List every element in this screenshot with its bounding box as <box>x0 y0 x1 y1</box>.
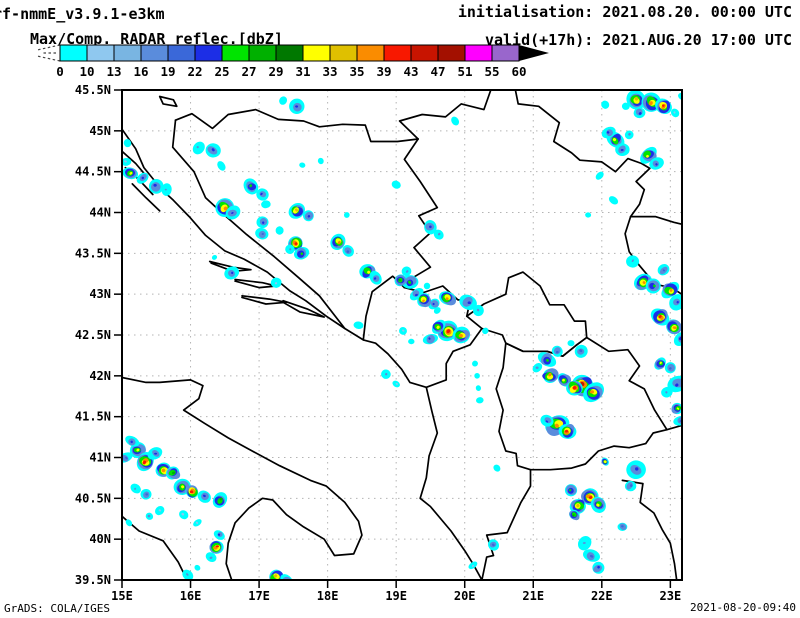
svg-text:43N: 43N <box>89 287 111 301</box>
axis-ticks-and-labels: 45.5N 45N 44.5N 44N 43.5N 43N 42.5N 42N 41.5N 41N… <box>75 83 681 603</box>
svg-text:25: 25 <box>214 64 229 79</box>
svg-text:44N: 44N <box>89 206 111 220</box>
svg-text:35: 35 <box>349 64 364 79</box>
svg-text:41.5N: 41.5N <box>75 410 111 424</box>
svg-text:42.5N: 42.5N <box>75 328 111 342</box>
colorbar: 0 10 13 16 19 22 25 27 29 31 33 35 39 43 47 51 55 60 <box>36 44 549 79</box>
svg-text:60: 60 <box>511 64 526 79</box>
svg-text:39.5N: 39.5N <box>75 573 111 587</box>
svg-text:15E: 15E <box>111 589 133 603</box>
svg-text:42N: 42N <box>89 369 111 383</box>
product-title: Max/Comp. RADAR reflec.[dbZ] <box>30 30 283 48</box>
svg-text:22E: 22E <box>591 589 613 603</box>
svg-text:45N: 45N <box>89 124 111 138</box>
svg-text:43: 43 <box>403 64 418 79</box>
svg-text:13: 13 <box>106 64 121 79</box>
svg-text:31: 31 <box>295 64 310 79</box>
valid-time-label: valid(+17h): 2021.AUG.20 17:00 UTC <box>485 31 792 49</box>
svg-text:27: 27 <box>241 64 256 79</box>
svg-text:22: 22 <box>187 64 202 79</box>
svg-text:10: 10 <box>79 64 94 79</box>
svg-text:41N: 41N <box>89 451 111 465</box>
svg-text:16E: 16E <box>180 589 202 603</box>
svg-text:16: 16 <box>133 64 148 79</box>
svg-text:40.5N: 40.5N <box>75 491 111 505</box>
svg-text:29: 29 <box>268 64 283 79</box>
svg-text:0: 0 <box>56 64 64 79</box>
svg-text:20E: 20E <box>454 589 476 603</box>
init-time-label: initialisation: 2021.08.20. 00:00 UTC <box>458 3 792 21</box>
radar-echo-cells <box>122 90 682 580</box>
svg-text:55: 55 <box>484 64 499 79</box>
svg-text:18E: 18E <box>317 589 339 603</box>
model-title: rf-nmmE_v3.9.1-e3km <box>0 5 165 23</box>
svg-text:19E: 19E <box>385 589 407 603</box>
svg-text:17E: 17E <box>248 589 270 603</box>
svg-text:47: 47 <box>430 64 445 79</box>
svg-text:43.5N: 43.5N <box>75 246 111 260</box>
svg-text:33: 33 <box>322 64 337 79</box>
grads-credit: GrADS: COLA/IGES <box>4 602 110 615</box>
svg-text:21E: 21E <box>522 589 544 603</box>
svg-text:23E: 23E <box>660 589 682 603</box>
svg-text:39: 39 <box>376 64 391 79</box>
svg-text:44.5N: 44.5N <box>75 165 111 179</box>
creation-timestamp: 2021-08-20-09:40 <box>690 601 796 614</box>
svg-text:51: 51 <box>457 64 472 79</box>
svg-text:19: 19 <box>160 64 175 79</box>
svg-text:40N: 40N <box>89 532 111 546</box>
svg-text:45.5N: 45.5N <box>75 83 111 97</box>
